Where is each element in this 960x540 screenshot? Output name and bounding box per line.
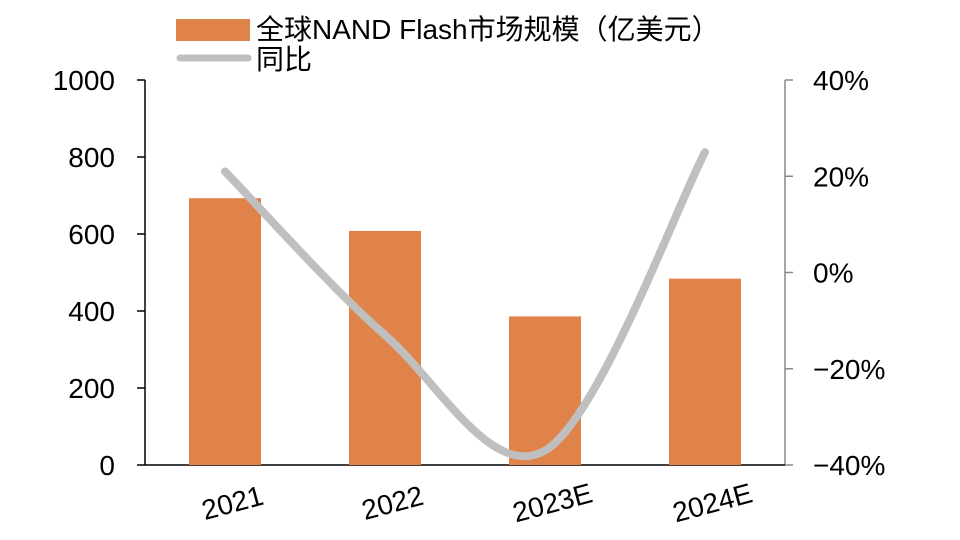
left-tick-label: 0 <box>99 450 115 481</box>
bar-2024E <box>669 278 741 465</box>
legend: 全球NAND Flash市场规模（亿美元） 同比 <box>176 14 720 75</box>
bar-series <box>189 198 741 465</box>
x-tick-label: 2024E <box>669 477 755 528</box>
x-tick-label: 2023E <box>509 477 595 528</box>
x-tick-label: 2022 <box>358 480 426 526</box>
right-tick-label: 40% <box>813 65 869 96</box>
right-tick-label: −20% <box>813 354 885 385</box>
left-tick-label: 600 <box>68 219 115 250</box>
right-tick-label: 0% <box>813 258 853 289</box>
left-tick-label: 1000 <box>53 65 115 96</box>
tick-labels: 0 200 400 600 800 1000 −40% −20% 0% 20% 40% 2021 202… <box>53 65 886 528</box>
left-tick-label: 800 <box>68 142 115 173</box>
bar-2021 <box>189 198 261 465</box>
right-tick-label: 20% <box>813 161 869 192</box>
legend-label-bar: 全球NAND Flash市场规模（亿美元） <box>256 14 720 45</box>
bar-2022 <box>349 230 421 465</box>
x-tick-label: 2021 <box>198 480 266 526</box>
right-tick-label: −40% <box>813 450 885 481</box>
legend-label-line: 同比 <box>256 44 312 75</box>
left-tick-label: 400 <box>68 296 115 327</box>
yoy-line <box>221 148 709 461</box>
line-series <box>221 148 709 461</box>
legend-swatch-bar <box>176 19 250 41</box>
left-tick-label: 200 <box>68 373 115 404</box>
bar-2023E <box>509 316 581 465</box>
